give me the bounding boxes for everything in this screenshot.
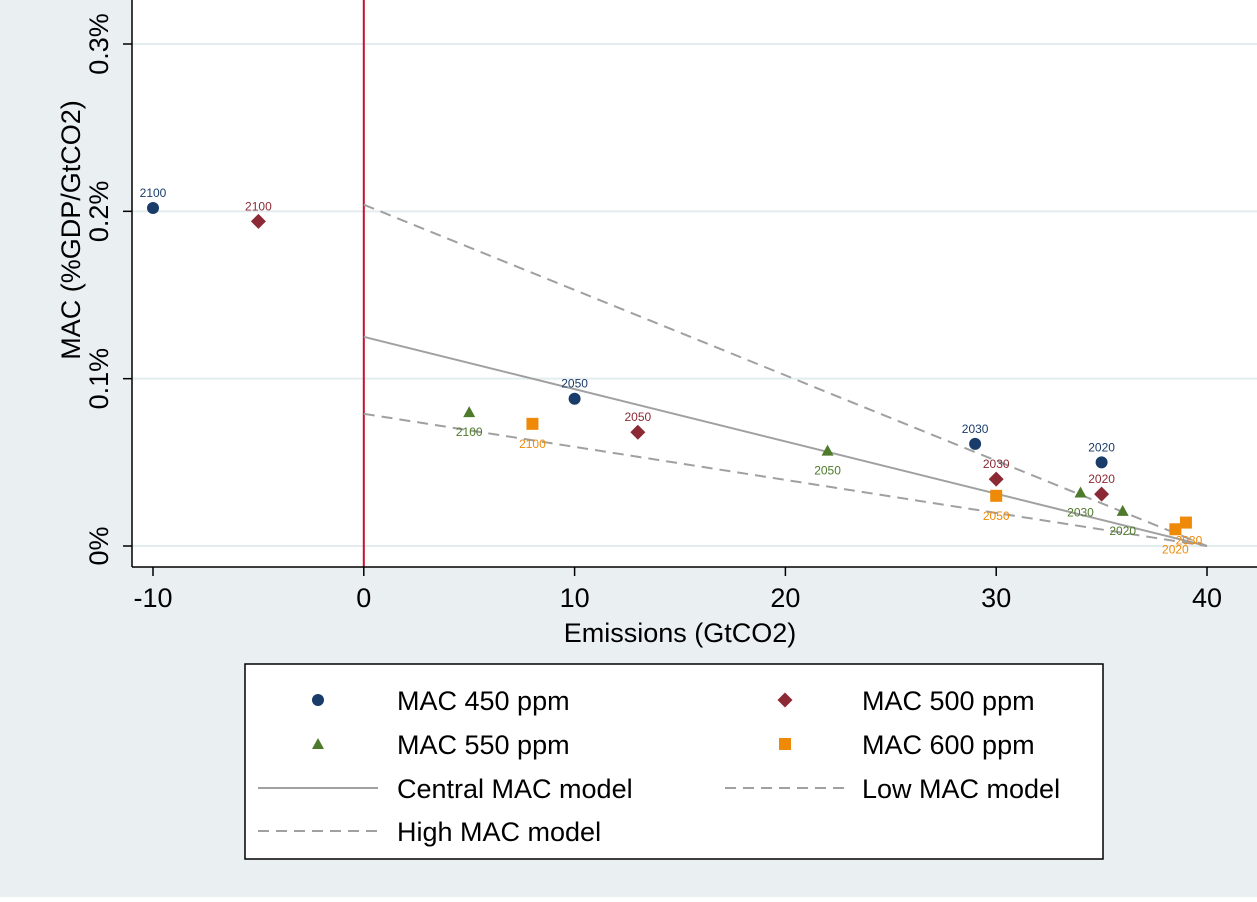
axes-layer: -10 0 10 20 30 400%0.1%0.2%0.3% <box>84 0 1257 613</box>
legend-key-mac-600-ppm <box>779 738 791 750</box>
point-mac-500-ppm <box>250 213 266 229</box>
point-mac-550-ppm <box>1116 504 1129 516</box>
point-label-mac-600-ppm: 2050 <box>983 509 1010 523</box>
point-label-mac-600-ppm: 2020 <box>1162 542 1189 556</box>
legend-label-central-mac-model: Central MAC model <box>397 774 633 804</box>
legend-box <box>244 663 1104 860</box>
legend-key-mac-500-ppm <box>777 692 793 708</box>
legend-label-high-mac-model: High MAC model <box>397 817 601 847</box>
plot-area <box>132 0 1257 567</box>
point-mac-450-ppm <box>969 437 982 450</box>
point-mac-600-ppm <box>1179 516 1192 529</box>
point-mac-500-ppm <box>1094 486 1110 502</box>
legend-key-mac-450-ppm <box>312 694 324 706</box>
legend-label-low-mac-model: Low MAC model <box>862 774 1060 804</box>
point-mac-600-ppm <box>526 417 539 430</box>
legend: MAC 450 ppm MAC 500 ppm MAC 550 ppm MAC 600… <box>244 663 1104 860</box>
point-label-mac-450-ppm: 2030 <box>962 422 989 436</box>
point-mac-450-ppm <box>147 201 159 214</box>
point-label-mac-500-ppm: 2020 <box>1088 472 1115 486</box>
grid-layer <box>132 0 1257 567</box>
x-tick-label: -10 <box>133 583 172 613</box>
model-line-low-mac-model <box>363 412 1208 547</box>
x-tick-label: 30 <box>981 583 1011 613</box>
y-axis-title: MAC (%GDP/GtCO2) <box>56 100 86 360</box>
legend-label-mac-600-ppm: MAC 600 ppm <box>862 730 1035 760</box>
point-label-mac-550-ppm: 2030 <box>1067 505 1094 519</box>
point-mac-450-ppm <box>568 392 581 405</box>
point-mac-600-ppm <box>1169 523 1182 536</box>
x-axis-title: Emissions (GtCO2) <box>564 618 797 648</box>
point-label-mac-500-ppm: 2030 <box>983 457 1010 471</box>
point-mac-450-ppm <box>1095 456 1108 469</box>
point-mac-500-ppm <box>630 424 646 440</box>
point-mac-550-ppm <box>1074 486 1087 498</box>
model-line-central-mac-model <box>363 335 1208 547</box>
y-tick-label: 0.3% <box>84 13 114 75</box>
point-label-mac-500-ppm: 2100 <box>245 199 272 213</box>
point-label-mac-550-ppm: 2100 <box>456 425 483 439</box>
point-label-mac-600-ppm: 2100 <box>519 437 546 451</box>
legend-label-mac-450-ppm: MAC 450 ppm <box>397 686 570 716</box>
point-label-mac-550-ppm: 2020 <box>1109 524 1136 538</box>
point-mac-550-ppm <box>463 406 476 418</box>
y-tick-label: 0.2% <box>84 181 114 243</box>
point-mac-600-ppm <box>990 489 1003 502</box>
legend-label-mac-550-ppm: MAC 550 ppm <box>397 730 570 760</box>
y-tick-label: 0.1% <box>84 348 114 410</box>
point-mac-500-ppm <box>988 471 1004 487</box>
point-label-mac-450-ppm: 2020 <box>1088 440 1115 454</box>
points-layer: 2100205020302020210020502030202021002050… <box>140 186 1203 556</box>
y-tick-label: 0% <box>84 526 114 565</box>
point-label-mac-450-ppm: 2100 <box>140 186 167 200</box>
legend-label-mac-500-ppm: MAC 500 ppm <box>862 686 1035 716</box>
x-tick-label: 10 <box>560 583 590 613</box>
model-line-high-mac-model <box>363 203 1208 547</box>
model-lines-layer <box>363 203 1208 547</box>
point-label-mac-450-ppm: 2050 <box>561 377 588 391</box>
point-mac-550-ppm <box>821 444 834 456</box>
point-label-mac-600-ppm: 2030 <box>1176 534 1203 548</box>
x-tick-label: 0 <box>356 583 371 613</box>
legend-key-mac-550-ppm <box>312 738 324 749</box>
x-tick-label: 20 <box>770 583 800 613</box>
x-tick-label: 40 <box>1192 583 1222 613</box>
point-label-mac-500-ppm: 2050 <box>624 410 651 424</box>
point-label-mac-550-ppm: 2050 <box>814 464 841 478</box>
